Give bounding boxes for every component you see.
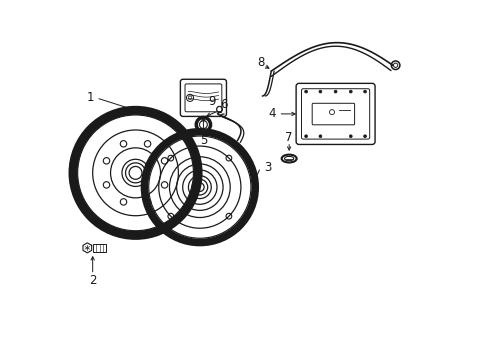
Circle shape (348, 135, 351, 138)
Circle shape (363, 135, 366, 138)
Text: 7: 7 (285, 131, 292, 144)
Circle shape (318, 135, 321, 138)
Bar (93, 244, 106, 252)
FancyBboxPatch shape (296, 84, 374, 144)
Ellipse shape (284, 157, 293, 161)
FancyBboxPatch shape (180, 79, 226, 116)
Ellipse shape (281, 155, 296, 162)
Circle shape (318, 90, 321, 93)
Circle shape (363, 90, 366, 93)
Text: 4: 4 (267, 107, 275, 120)
Circle shape (304, 135, 307, 138)
FancyBboxPatch shape (184, 84, 222, 112)
FancyBboxPatch shape (301, 89, 369, 139)
Text: 1: 1 (87, 91, 95, 104)
Text: 6: 6 (220, 99, 227, 112)
Text: 9: 9 (208, 95, 216, 108)
Circle shape (348, 90, 351, 93)
FancyBboxPatch shape (311, 103, 354, 125)
Text: 3: 3 (264, 161, 271, 174)
Circle shape (304, 90, 307, 93)
Text: 5: 5 (199, 134, 207, 147)
Text: 8: 8 (256, 55, 264, 69)
Text: 2: 2 (89, 274, 96, 287)
Circle shape (333, 90, 336, 93)
